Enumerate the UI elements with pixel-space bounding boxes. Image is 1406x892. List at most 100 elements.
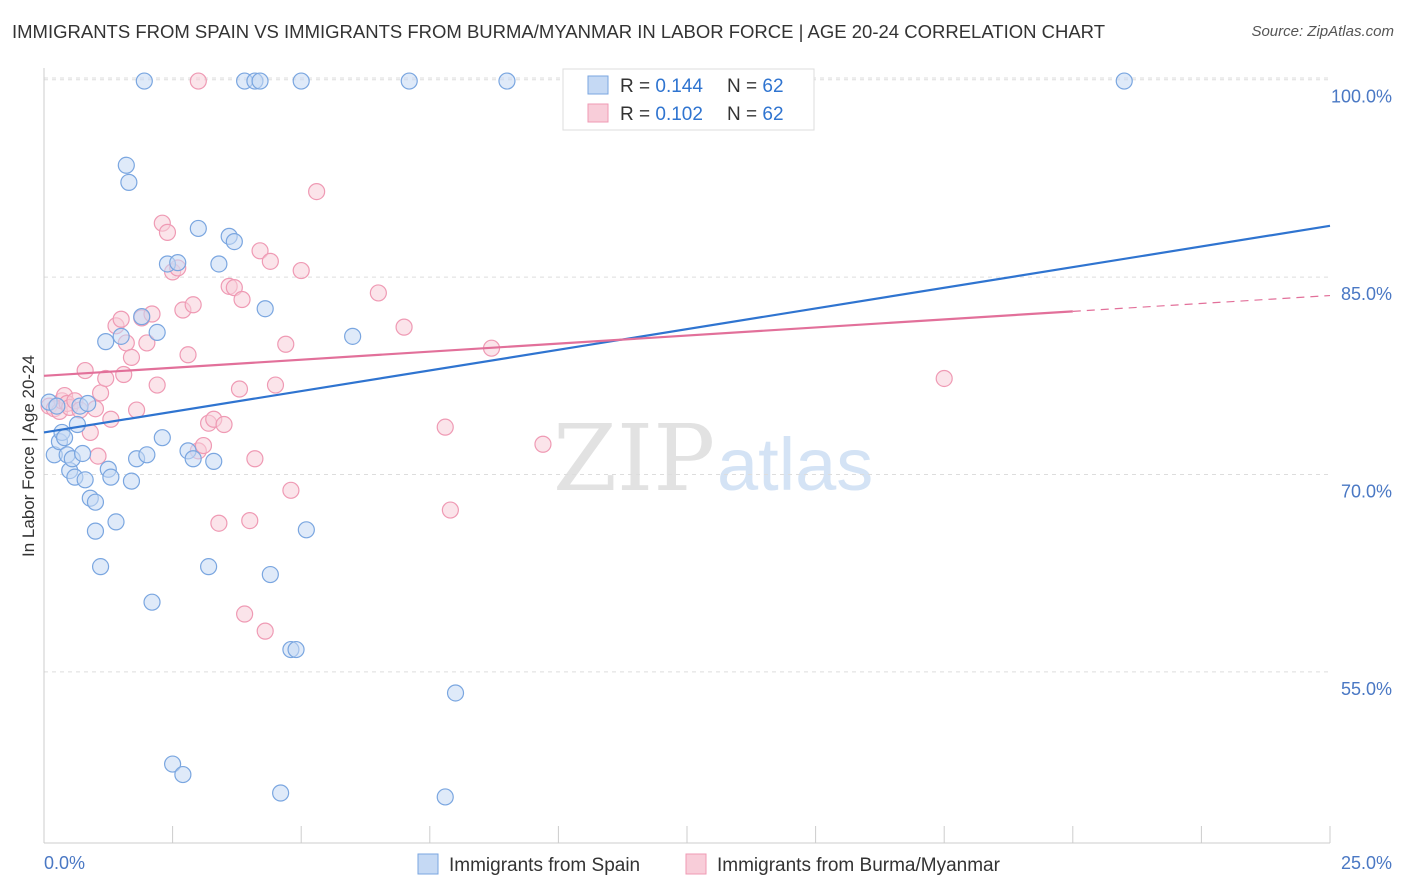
series-spain-points [40,72,1133,806]
series-legend-label-spain[interactable]: Immigrants from Spain [449,855,640,876]
spain-point-60 [86,493,105,511]
burma-point-60 [935,369,953,388]
burma-point-50 [277,335,295,353]
stats-legend-row-1: R = 0.144 N = 62 [620,76,784,97]
burma-point-34 [194,436,213,455]
series-legend-swatch-burma[interactable] [685,853,707,875]
spain-point-52 [292,72,310,90]
n-label-1: N = [727,76,762,97]
spain-point-10 [68,415,87,434]
burma-point-14 [97,369,115,388]
spain-point-43 [225,233,243,251]
spain-point-5 [55,429,74,447]
spain-point-28 [135,72,153,90]
burma-point-54 [369,284,387,302]
spain-point-24 [120,173,138,191]
tick-labels: 100.0% 85.0% 70.0% 55.0% 0.0% 25.0% [44,87,1392,873]
y-tick-label-2: 70.0% [1341,482,1392,502]
spain-point-35 [169,254,187,272]
series-legend: Immigrants from Spain Immigrants from Bu… [417,853,1001,876]
burma-point-55 [395,318,413,336]
burma-point-37 [210,514,228,532]
spain-point-16 [86,522,105,540]
burma-point-56 [436,418,454,436]
burma-trend-line-extension [1072,294,1331,312]
burma-point-42 [233,290,251,309]
burma-point-38 [215,415,233,434]
spain-point-12 [73,444,92,463]
spain-point-18 [97,333,115,351]
burma-point-59 [534,435,552,453]
y-tick-label-3: 55.0% [1341,679,1392,699]
burma-point-12 [89,447,107,465]
spain-point-53 [297,521,315,539]
spain-point-48 [261,565,279,584]
spain-point-58 [498,72,516,90]
burma-point-13 [91,384,110,402]
spain-point-27 [133,308,151,326]
spain-point-23 [117,156,135,174]
spain-point-2 [48,397,66,415]
watermark-zip: ZIP [553,405,715,512]
x-tick-label-max: 25.0% [1341,853,1392,873]
y-axis-label: In Labor Force | Age 20-24 [19,355,38,557]
spain-point-61 [174,765,192,784]
spain-point-40 [205,452,223,470]
spain-point-39 [200,558,218,576]
spain-point-59 [1115,72,1133,90]
trend-lines [43,224,1331,434]
burma-trend-line [43,310,1073,377]
burma-point-46 [251,242,269,260]
spain-point-25 [122,472,141,490]
spain-point-41 [210,255,228,273]
stats-legend: R = 0.144 N = 62 R = 0.102 N = 62 [562,68,815,131]
burma-point-9 [76,361,94,380]
burma-point-57 [441,501,459,519]
spain-point-14 [79,394,97,413]
spain-point-34 [164,755,182,773]
series-legend-label-burma[interactable]: Immigrants from Burma/Myanmar [717,855,1001,876]
y-tick-label-0: 100.0% [1331,87,1392,107]
burma-point-32 [184,296,202,314]
series-burma-points [40,72,953,640]
spain-point-21 [107,513,125,531]
spain-point-56 [436,788,454,806]
burma-point-18 [115,365,133,384]
burma-point-25 [148,376,166,394]
burma-point-27 [158,223,177,241]
burma-point-23 [138,334,156,352]
burma-point-41 [230,380,249,398]
spain-trend-line [43,224,1331,434]
chart-source: Source: ZipAtlas.com [1251,23,1394,40]
r-label-2: R = [620,104,655,125]
spain-point-46 [251,72,269,90]
spain-point-37 [184,450,202,468]
y-tick-label-1: 85.0% [1341,284,1392,304]
r-value-2: 0.102 [655,104,703,125]
burma-point-40 [225,279,243,297]
spain-point-38 [189,219,207,238]
stats-legend-swatch-burma [587,103,609,123]
grid-lines [44,77,1330,673]
spain-point-54 [344,327,362,345]
burma-point-48 [261,252,279,270]
stats-legend-row-2: R = 0.102 N = 62 [620,104,784,125]
burma-point-43 [236,605,254,623]
series-legend-swatch-spain[interactable] [417,853,439,875]
spain-point-51 [287,640,305,659]
n-value-2: 62 [762,104,783,125]
burma-point-49 [266,376,285,394]
watermark-atlas: atlas [717,423,873,506]
burma-point-17 [112,310,130,328]
spain-point-22 [112,327,130,345]
spain-point-55 [400,72,418,90]
spain-point-57 [446,684,465,702]
burma-point-47 [256,622,274,640]
spain-point-29 [138,446,156,464]
spain-point-20 [102,468,120,486]
spain-point-30 [143,593,161,611]
x-tick-label-min: 0.0% [44,853,85,873]
burma-point-31 [179,346,197,364]
spain-point-17 [91,558,110,576]
